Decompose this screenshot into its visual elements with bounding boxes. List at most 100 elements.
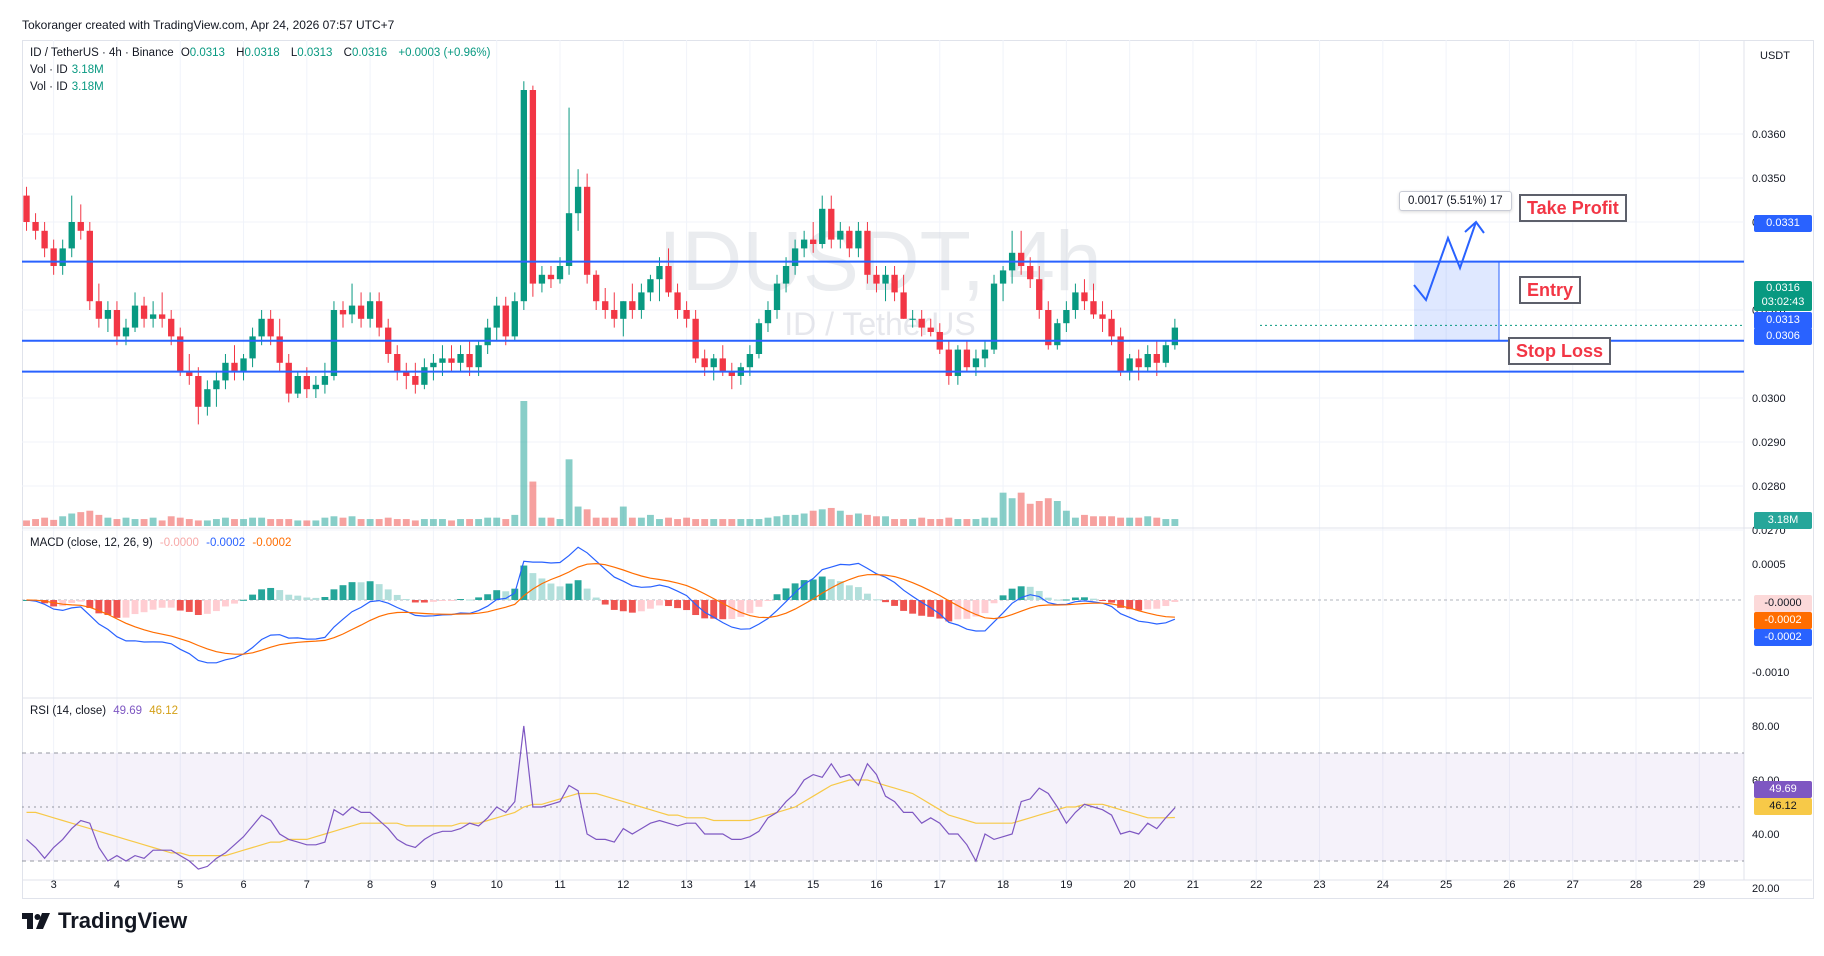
time-axis-label: 21 (1187, 879, 1199, 891)
volume-bar (185, 519, 193, 526)
macd-histogram-bar (646, 600, 654, 609)
volume-bar (556, 519, 564, 526)
volume-bar (864, 514, 871, 526)
macd-line-value: -0.0002 (206, 537, 246, 549)
candle-body (1090, 301, 1097, 315)
macd-histogram-bar (276, 590, 284, 600)
tradingview-logo[interactable]: TradingView (22, 908, 187, 934)
volume-bar (809, 510, 817, 526)
entry-price-tag: 0.0313 (1754, 312, 1812, 329)
symbol-legend: ID / TetherUS · 4h · Binance O0.0313 H0.… (30, 47, 494, 59)
volume-bar (131, 519, 139, 526)
rsi-legend: RSI (14, close) 49.69 46.12 (30, 705, 182, 717)
macd-histogram-bar (981, 600, 989, 614)
currency-label[interactable]: USDT (1760, 50, 1790, 62)
volume-bar (167, 516, 175, 526)
macd-histogram-bar (574, 580, 582, 600)
candle-body (186, 371, 193, 376)
volume-bar (990, 517, 998, 526)
volume-bar (800, 513, 808, 526)
macd-histogram-bar (140, 600, 148, 613)
macd-histogram-bar (466, 599, 474, 601)
volume-bar (610, 517, 618, 526)
macd-histogram-bar (249, 594, 257, 600)
macd-histogram-bar (384, 589, 392, 600)
macd-histogram-bar (240, 599, 247, 601)
volume-bar (402, 519, 410, 526)
volume-bar (439, 519, 446, 526)
macd-histogram-bar (1171, 600, 1179, 602)
legend-high: H0.0318 (236, 47, 284, 59)
candle-body (439, 358, 446, 363)
high-label: H (236, 47, 245, 59)
volume-bar (529, 481, 537, 526)
macd-histogram-bar (448, 600, 455, 601)
candle-body (629, 301, 636, 310)
candle-body (466, 354, 473, 368)
volume-bar (285, 519, 293, 526)
candle-body (891, 274, 898, 293)
entry-label: Entry (1519, 276, 1582, 304)
macd-histogram-bar (1071, 597, 1079, 600)
volume-bar (411, 520, 419, 526)
macd-histogram-bar (936, 600, 944, 619)
rsi-value: 49.69 (113, 705, 143, 717)
macd-histogram-bar (86, 600, 94, 608)
rsi-axis-label: 80.00 (1752, 721, 1780, 733)
macd-histogram-bar (411, 600, 419, 603)
volume-bar (1135, 517, 1143, 526)
price-axis-label: 0.0280 (1752, 481, 1786, 493)
volume-bar (502, 519, 510, 526)
candle-body (312, 384, 320, 390)
volume-bar (1099, 516, 1106, 526)
volume-bar (972, 519, 980, 526)
candle-body (701, 358, 708, 368)
low-value: 0.0313 (297, 47, 333, 59)
volume-bar (737, 519, 745, 526)
macd-histogram-bar (321, 597, 329, 600)
volume-bar (845, 514, 853, 526)
volume-bar (194, 520, 202, 526)
macd-histogram-bar (258, 589, 266, 600)
macd-histogram-bar (782, 588, 790, 600)
candle-body (746, 354, 754, 368)
macd-histogram-bar (891, 600, 898, 606)
candle-body (656, 266, 663, 280)
candle-body (285, 362, 292, 394)
candle-body (294, 376, 301, 394)
volume-bar (1090, 516, 1097, 526)
macd-histogram-bar (59, 600, 67, 607)
macd-histogram-bar (990, 600, 998, 604)
volume-bar (1126, 517, 1134, 526)
candle-body (1144, 354, 1151, 368)
candle-body (999, 270, 1007, 284)
volume-bar (592, 517, 600, 526)
candle-body (1162, 345, 1169, 363)
macd-histogram-bar (77, 600, 85, 602)
time-axis-label: 28 (1630, 879, 1642, 891)
candle-body (710, 358, 717, 368)
last-price: 0.0316 (1766, 282, 1800, 294)
time-axis-label: 11 (554, 879, 565, 891)
candle-body (954, 349, 962, 376)
legend-close: C0.0316 (344, 47, 392, 59)
candle-body (1081, 292, 1088, 302)
macd-histogram-bar (348, 582, 356, 600)
volume-bar (755, 519, 763, 526)
volume-bar (77, 512, 85, 526)
time-axis-label: 8 (367, 879, 373, 891)
open-value: 0.0313 (189, 47, 225, 59)
macd-histogram-bar (610, 600, 618, 610)
candle-body (611, 310, 618, 319)
candle-body (846, 230, 853, 249)
chart-credit: Tokoranger created with TradingView.com,… (22, 18, 395, 32)
volume-bar (601, 517, 609, 526)
time-axis-label: 4 (114, 879, 120, 891)
candle-body (647, 279, 654, 293)
volume-bar (954, 519, 962, 526)
close-label: C (343, 47, 352, 59)
candle-body (1072, 292, 1079, 310)
candle-body (403, 371, 410, 376)
volume-bar (1144, 516, 1152, 526)
